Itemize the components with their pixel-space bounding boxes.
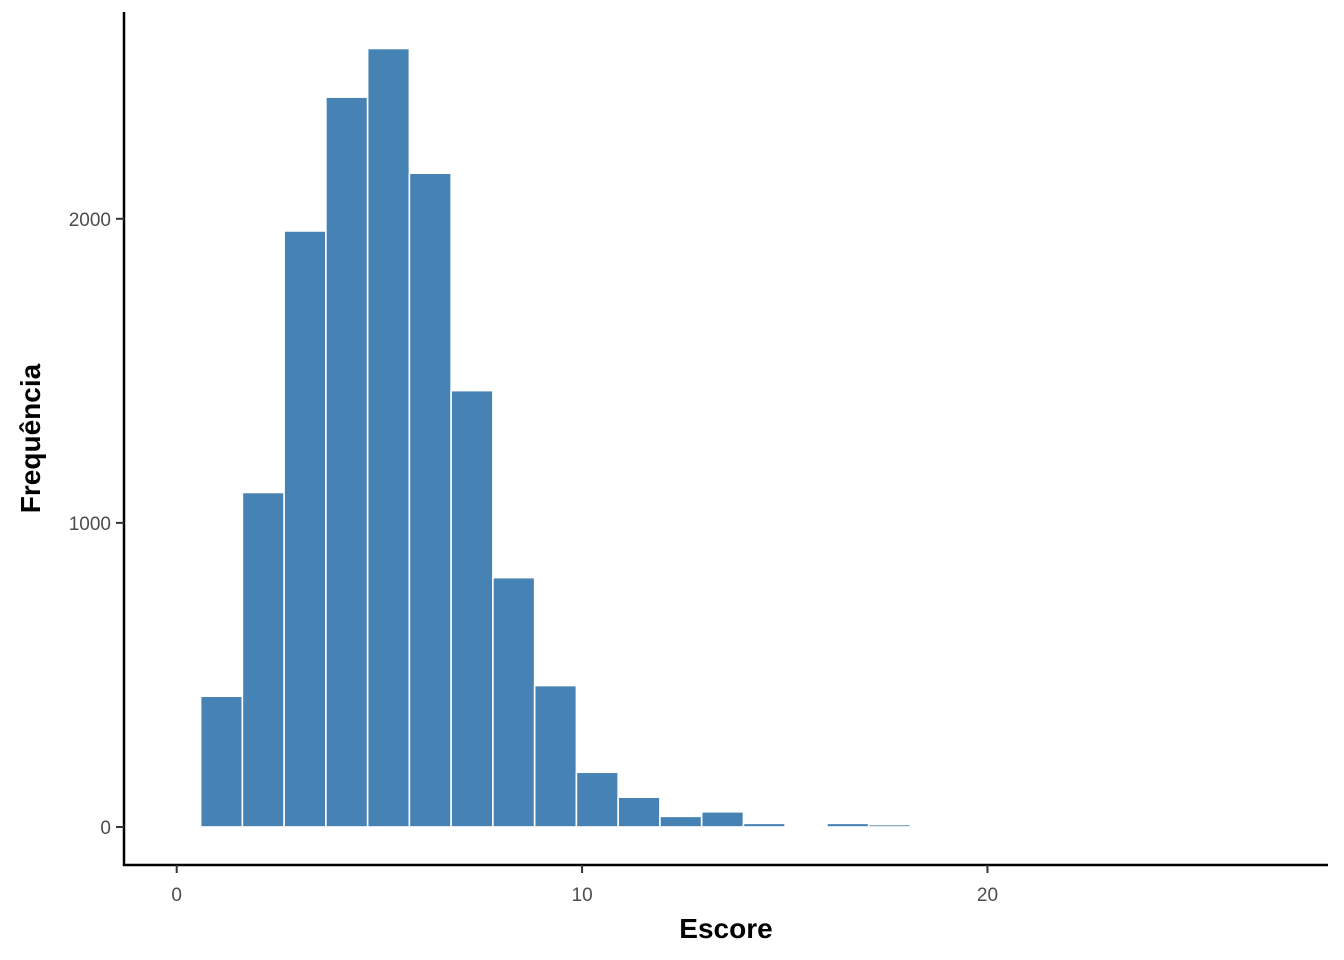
histogram-bars [201, 48, 911, 826]
histogram-bar-8 [493, 578, 535, 827]
histogram-bar-13 [702, 812, 744, 827]
histogram-bar-1 [201, 696, 243, 827]
histogram-bar-11 [618, 797, 660, 827]
histogram-bar-7 [451, 391, 493, 827]
x-tick-label: 0 [171, 885, 182, 906]
histogram-bar-2 [242, 492, 284, 827]
histogram-bar-3 [284, 231, 326, 827]
y-tick-label: 1000 [69, 514, 111, 535]
histogram-bar-6 [409, 173, 451, 827]
histogram-bar-15 [785, 825, 827, 827]
histogram-bar-9 [535, 686, 577, 827]
x-tick-label: 10 [572, 885, 593, 906]
histogram-bar-16 [827, 823, 869, 827]
y-tick-label: 0 [100, 818, 111, 839]
y-axis-ticks: 0 1000 2000 [69, 210, 124, 839]
x-tick-label: 20 [977, 885, 998, 906]
y-axis-title: Frequência [15, 363, 46, 513]
histogram-bar-4 [326, 97, 368, 827]
histogram-bar-17 [869, 825, 911, 827]
y-tick-label: 2000 [69, 210, 111, 231]
histogram-bar-10 [576, 772, 618, 827]
histogram-bar-12 [660, 816, 702, 827]
x-axis-title: Escore [679, 913, 772, 944]
histogram-bar-5 [368, 48, 410, 826]
histogram-bar-14 [743, 823, 785, 827]
x-axis-ticks: 0 10 20 [171, 865, 998, 906]
